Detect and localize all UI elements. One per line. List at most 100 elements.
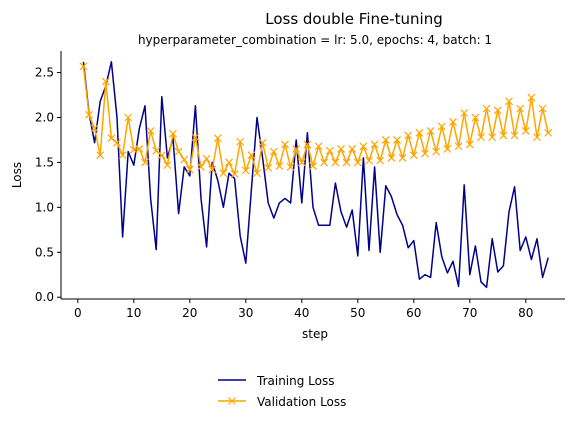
validation-loss-point — [225, 158, 233, 167]
validation-loss-point — [303, 140, 312, 149]
validation-loss-point — [118, 151, 127, 160]
validation-loss-point — [370, 140, 379, 149]
validation-loss-point — [152, 146, 161, 155]
validation-loss-point — [113, 138, 121, 147]
validation-loss-point — [79, 62, 88, 71]
validation-loss-point — [443, 145, 452, 153]
y-tick-label: 2.0 — [35, 110, 54, 124]
validation-loss-point — [454, 142, 463, 151]
validation-loss-point — [124, 113, 133, 122]
validation-loss-point — [90, 124, 99, 133]
validation-loss-point — [460, 109, 469, 117]
validation-loss-point — [465, 140, 474, 149]
validation-loss-point — [331, 158, 340, 167]
x-tick-label: 50 — [350, 306, 365, 320]
validation-loss-point — [297, 158, 306, 167]
validation-loss-point — [281, 140, 289, 149]
validation-loss-point — [309, 162, 317, 170]
legend-label-training: Training Loss — [256, 374, 334, 388]
validation-loss-point — [387, 154, 396, 162]
validation-loss-point — [101, 77, 110, 86]
validation-loss-point — [516, 104, 525, 113]
validation-loss-point — [449, 118, 457, 126]
validation-loss-point — [353, 158, 362, 167]
validation-loss-point — [96, 151, 105, 160]
validation-loss-point — [275, 162, 284, 170]
validation-loss-point — [202, 154, 211, 163]
x-tick-label: 60 — [406, 306, 421, 320]
validation-loss-point — [219, 169, 228, 178]
validation-loss-point — [325, 146, 334, 155]
validation-loss-point — [342, 158, 351, 167]
x-tick-label: 30 — [238, 306, 253, 320]
x-tick-label: 10 — [126, 306, 141, 320]
validation-loss-point — [208, 165, 217, 174]
validation-loss-point — [264, 163, 273, 172]
validation-loss-point — [185, 165, 194, 174]
validation-loss-point — [533, 133, 541, 142]
validation-loss-point — [174, 147, 183, 156]
chart-subtitle: hyperparameter_combination = lr: 5.0, ep… — [138, 33, 492, 47]
legend-marker-validation — [228, 397, 236, 405]
validation-loss-point — [337, 145, 345, 153]
validation-loss-point — [247, 151, 256, 160]
validation-loss-point — [191, 133, 200, 142]
validation-loss-point — [314, 142, 323, 151]
validation-loss-point — [488, 133, 497, 142]
validation-loss-point — [421, 149, 429, 158]
x-tick-label: 80 — [518, 306, 533, 320]
validation-loss-point — [432, 147, 441, 156]
validation-loss-point — [376, 156, 385, 165]
x-tick-label: 20 — [182, 306, 197, 320]
validation-loss-point — [163, 161, 172, 170]
y-tick-label: 1.0 — [35, 200, 54, 214]
legend-label-validation: Validation Loss — [257, 395, 346, 409]
axis-ticks: 0 10 20 30 40 50 60 70 80 0.0 0.5 1.0 1.5 2.0 2.5 — [35, 66, 534, 320]
validation-loss-point — [409, 151, 418, 160]
validation-loss-point — [365, 156, 373, 165]
validation-loss-point — [415, 128, 424, 137]
y-tick-label: 0.5 — [35, 245, 54, 259]
validation-loss-point — [538, 104, 547, 113]
x-axis-label: step — [302, 327, 328, 341]
validation-loss-point — [544, 128, 553, 137]
validation-loss-point — [141, 158, 149, 167]
validation-loss-point — [499, 131, 508, 140]
validation-loss-point — [493, 106, 502, 115]
legend: Training Loss Validation Loss — [218, 374, 346, 409]
validation-loss-point — [107, 134, 116, 143]
validation-loss-point — [471, 113, 480, 122]
validation-loss-point — [348, 145, 357, 153]
validation-loss-point — [398, 154, 407, 162]
validation-loss-point — [437, 122, 446, 131]
legend-x-marker — [228, 397, 236, 405]
validation-loss-point — [236, 137, 245, 146]
y-tick-label: 2.5 — [35, 66, 54, 80]
validation-loss-point — [521, 127, 530, 135]
validation-loss-point — [269, 147, 278, 156]
y-tick-label: 0.0 — [35, 290, 54, 304]
validation-loss-point — [381, 136, 390, 144]
validation-loss-point — [197, 162, 205, 171]
validation-loss-point — [146, 127, 155, 135]
validation-loss-point — [393, 136, 401, 144]
validation-loss-point — [320, 158, 329, 167]
validation-loss-markers — [79, 62, 553, 179]
plot-area — [79, 61, 553, 289]
validation-loss-point — [286, 162, 295, 171]
validation-loss-point — [359, 142, 368, 151]
y-tick-label: 1.5 — [35, 155, 54, 169]
training-loss-line — [82, 61, 549, 289]
x-tick-label: 40 — [294, 306, 309, 320]
validation-loss-point — [169, 129, 177, 138]
x-tick-label: 70 — [462, 306, 477, 320]
validation-loss-point — [404, 131, 413, 140]
validation-loss-point — [258, 138, 267, 147]
validation-loss-point — [505, 97, 513, 106]
validation-loss-point — [213, 134, 222, 143]
validation-loss-point — [241, 166, 250, 175]
chart-title: Loss double Fine-tuning — [265, 10, 443, 28]
validation-loss-point — [253, 169, 261, 178]
validation-loss-point — [230, 170, 239, 179]
